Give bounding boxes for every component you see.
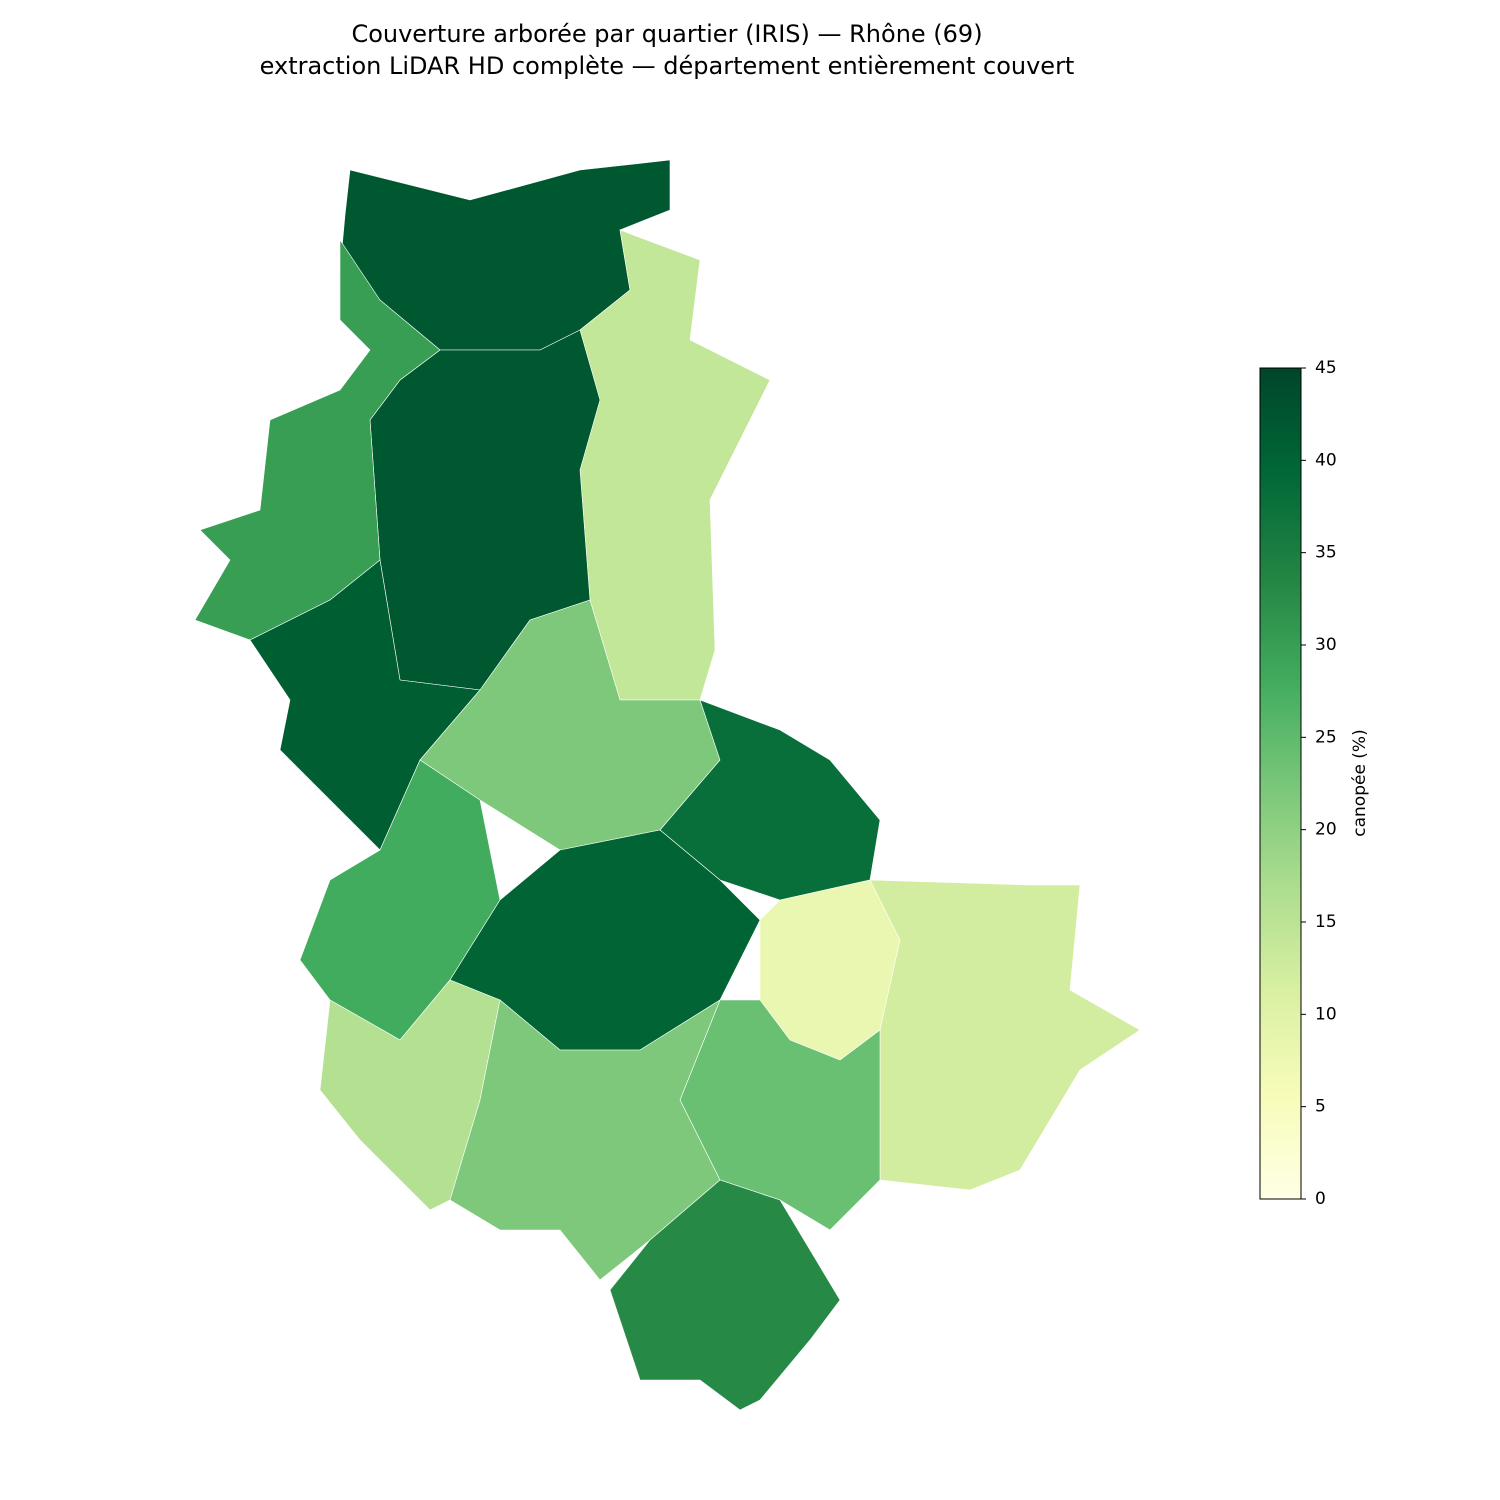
colorbar-tick-label: 20 xyxy=(1315,820,1337,840)
map-subtitle: extraction LiDAR HD complète — départeme… xyxy=(260,52,1075,80)
map-regions xyxy=(194,159,1141,1411)
colorbar-tick-label: 5 xyxy=(1315,1097,1326,1117)
map-title: Couverture arborée par quartier (IRIS) —… xyxy=(351,20,982,48)
colorbar-tick-label: 0 xyxy=(1315,1189,1326,1209)
colorbar-tick-label: 30 xyxy=(1315,635,1337,655)
map-region xyxy=(194,239,441,641)
map-region xyxy=(869,879,1141,1191)
colorbar-tick-label: 35 xyxy=(1315,543,1337,563)
colorbar-tick-label: 25 xyxy=(1315,727,1337,747)
colorbar-label: canopée (%) xyxy=(1350,729,1370,836)
colorbar-tick-label: 40 xyxy=(1315,450,1337,470)
colorbar-tick-label: 15 xyxy=(1315,912,1337,932)
colorbar xyxy=(1259,367,1302,1200)
map-region xyxy=(609,1179,841,1411)
colorbar-tick-label: 45 xyxy=(1315,358,1337,378)
colorbar-tick-label: 10 xyxy=(1315,1004,1337,1024)
